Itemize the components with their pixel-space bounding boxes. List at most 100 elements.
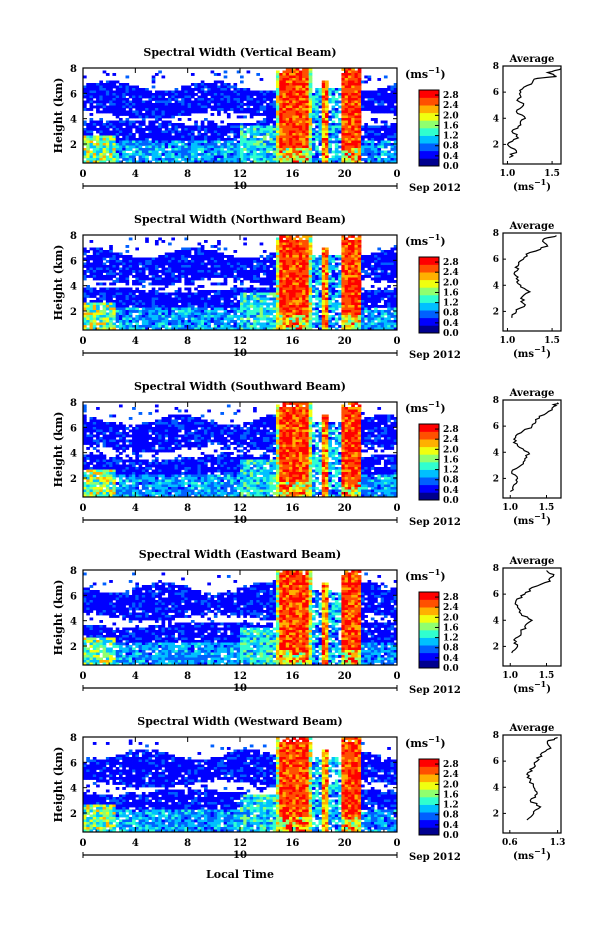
heatmap-cell [115,310,120,313]
heatmap-cell [177,317,182,321]
colorbar-frame [418,89,440,167]
heatmap-cell [158,103,162,106]
heatmap-cell [266,93,270,96]
heatmap-cell [226,128,231,131]
heatmap-cell [125,128,130,131]
heatmap-cell [184,315,189,318]
heatmap-cell [230,267,234,271]
heatmap-cell [308,295,313,298]
heatmap-cell [311,267,316,271]
heatmap-cell [217,130,221,134]
heatmap-cell [321,275,326,278]
heatmap-cell [354,83,359,86]
heatmap-cell [161,300,166,303]
heatmap-cell [92,153,97,156]
heatmap-cell [207,150,211,154]
heatmap-cell [289,120,293,124]
x-tick-label: 4 [132,169,139,180]
heatmap-cell [223,262,228,266]
heatmap-cell [325,305,329,308]
heatmap-cell [230,158,234,161]
heatmap-cell [305,68,310,71]
heatmap-cell [246,302,251,306]
heatmap-cell [367,108,372,111]
heatmap-cell [115,160,120,164]
heatmap-cell [328,143,332,146]
heatmap-cell [390,130,395,134]
heatmap-cell [266,95,270,99]
heatmap-cell [390,148,395,151]
heatmap-cell [141,120,146,124]
heatmap-cell [230,153,234,156]
heatmap-cell [96,270,100,273]
heatmap-cell [275,255,280,258]
heatmap-cell [302,145,306,149]
heatmap-cell [151,123,156,126]
heatmap-cell [387,108,391,111]
heatmap-cell [148,290,153,293]
heatmap-cell [135,300,139,303]
heatmap-cell [200,305,205,308]
heatmap-cell [302,70,306,74]
heatmap-cell [125,160,130,164]
heatmap-cell [370,128,375,131]
heatmap-cell [194,322,198,326]
heatmap-cell [89,123,94,126]
heatmap-cell [122,150,126,154]
heatmap-cell [217,100,221,104]
heatmap-cell [112,108,117,111]
heatmap-cell [194,160,198,164]
heatmap-cell [243,275,247,278]
heatmap-cell [190,93,195,96]
heatmap-cell [161,287,166,291]
heatmap-cell [230,320,234,323]
heatmap-cell [334,98,339,101]
heatmap-cell [174,153,179,156]
heatmap-cell [354,110,359,114]
heatmap-cell [325,297,329,301]
heatmap-cell [325,277,329,281]
heatmap-cell [331,93,336,96]
heatmap-cell [289,300,293,303]
heatmap-cell [279,242,283,246]
heatmap-cell [341,93,346,96]
heatmap-cell [344,103,349,106]
heatmap-cell [269,287,274,291]
heatmap-cell [132,145,136,149]
heatmap-cell [181,260,185,263]
heatmap-cell [190,135,195,139]
heatmap-cell [311,110,316,114]
heatmap-cell [112,272,117,276]
heatmap-cell [341,103,346,106]
heatmap-cell [236,158,241,161]
heatmap-cell [289,150,293,154]
heatmap-cell [295,85,300,89]
heatmap-cell [181,315,185,318]
heatmap-cell [151,155,156,159]
heatmap-cell [102,90,107,94]
heatmap-cell [138,140,143,144]
heatmap-cell [86,143,90,146]
heatmap-cell [174,100,179,104]
heatmap-cell [213,315,218,318]
heatmap-cell [168,100,172,104]
heatmap-cell [151,98,156,101]
heatmap-cell [217,88,221,91]
heatmap-cell [315,113,319,116]
heatmap-cell [154,315,159,318]
heatmap-cell [311,128,316,131]
heatmap-cell [118,305,123,308]
heatmap-cell [197,95,202,99]
heatmap-cell [158,155,162,159]
heatmap-cell [390,93,395,96]
heatmap-cell [99,118,104,121]
heatmap-cell [328,285,332,288]
heatmap-cell [122,317,126,321]
heatmap-cell [125,267,130,271]
heatmap-cell [383,128,388,131]
heatmap-cell [256,267,261,271]
heatmap-cell [92,300,97,303]
heatmap-cell [305,90,310,94]
heatmap-cell [164,160,169,164]
heatmap-cell [370,110,375,114]
